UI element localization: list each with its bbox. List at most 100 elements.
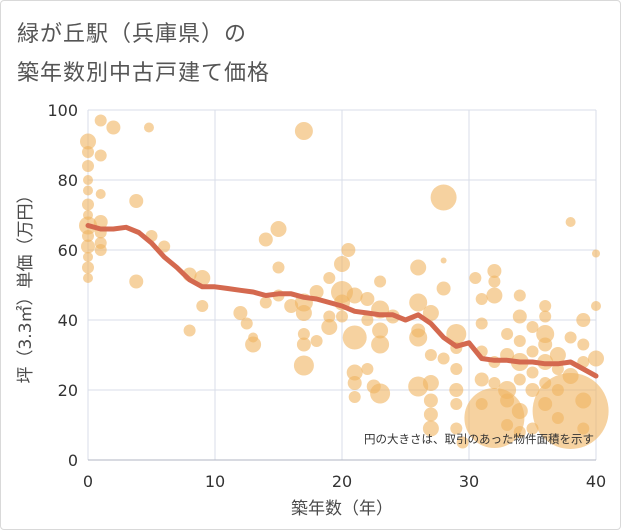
transaction-bubble [143, 122, 154, 133]
transaction-bubble [323, 310, 336, 323]
transaction-bubble [129, 274, 144, 289]
transaction-bubble [372, 322, 389, 339]
transaction-bubble [456, 436, 469, 449]
transaction-bubble [233, 306, 248, 320]
transaction-bubble [82, 160, 94, 172]
transaction-bubble [347, 376, 362, 390]
transaction-bubble [501, 328, 514, 340]
transaction-bubble [450, 363, 463, 375]
transaction-bubble [294, 122, 313, 140]
average-line-path [85, 223, 599, 379]
transaction-bubble [475, 317, 488, 330]
transaction-bubble [423, 393, 438, 408]
transaction-bubble [270, 221, 287, 237]
transaction-bubble [501, 419, 514, 431]
transaction-bubble [248, 332, 259, 343]
transaction-bubble [259, 296, 272, 309]
transaction-bubble [430, 184, 457, 211]
transaction-bubble [80, 133, 96, 150]
x-tick-label: 10 [205, 472, 225, 491]
transaction-bubble [423, 407, 438, 422]
transaction-bubble [526, 345, 539, 358]
transaction-bubble [323, 272, 336, 284]
transaction-bubble [592, 249, 600, 258]
transaction-bubble [449, 383, 464, 397]
transaction-bubble [576, 313, 591, 327]
average-price-line [85, 223, 599, 379]
transaction-bubble [513, 335, 526, 347]
transaction-bubble [158, 240, 171, 253]
transaction-bubble [469, 272, 482, 284]
transaction-bubble [436, 281, 451, 296]
y-tick-label: 100 [47, 101, 78, 120]
transaction-bubble [83, 185, 93, 196]
transaction-bubble [334, 256, 350, 272]
x-tick-label: 20 [332, 472, 352, 491]
transaction-bubble [106, 120, 121, 135]
x-tick-label: 40 [586, 472, 606, 491]
transaction-bubble [511, 403, 528, 419]
y-tick-label: 60 [58, 241, 78, 260]
transaction-bubble [437, 352, 450, 365]
transaction-bubble [82, 146, 94, 158]
transaction-bubble [422, 420, 439, 437]
transaction-bubble [310, 335, 323, 347]
transaction-bubble [284, 299, 299, 313]
transaction-bubble [258, 232, 273, 247]
transaction-bubble [475, 293, 488, 305]
transaction-bubble [440, 257, 447, 264]
transaction-bubble [183, 324, 196, 337]
transaction-bubble [577, 338, 590, 351]
transaction-bubble [94, 114, 107, 127]
transaction-bubble [409, 328, 428, 347]
transaction-bubble [513, 289, 526, 302]
transaction-bubble [321, 319, 338, 335]
y-tick-label: 40 [58, 311, 78, 330]
transaction-bubble [536, 325, 555, 343]
transaction-bubble [539, 300, 552, 312]
chart-title-line2: 築年数別中古戸建て価格 [17, 61, 271, 86]
transaction-bubble [424, 349, 437, 361]
y-tick-label: 80 [58, 171, 78, 190]
transaction-bubble [297, 328, 310, 340]
transaction-bubble [498, 381, 517, 399]
transaction-bubble [526, 321, 539, 333]
transaction-bubble [82, 261, 94, 274]
transaction-bubble [370, 383, 391, 404]
transaction-bubble [410, 259, 427, 276]
transaction-bubble [422, 375, 439, 391]
transaction-bubble [512, 309, 527, 324]
transaction-bubble [565, 217, 576, 227]
transaction-bubble [474, 372, 489, 387]
transaction-bubble [487, 264, 502, 278]
transaction-bubble [348, 391, 361, 403]
transaction-bubble [95, 189, 106, 199]
transaction-bubble [525, 383, 540, 397]
transaction-bubble [94, 244, 107, 256]
transaction-bubble [486, 287, 503, 304]
transaction-bubble [82, 230, 94, 242]
transaction-bubble [371, 335, 390, 354]
transaction-bubble [240, 317, 253, 330]
transaction-bubble [562, 368, 579, 384]
transaction-bubble [346, 287, 363, 304]
x-tick-label: 0 [83, 472, 93, 491]
transaction-bubble [342, 325, 367, 350]
transaction-bubble [422, 305, 439, 321]
transaction-bubble [341, 243, 356, 257]
chart-title-line1: 緑が丘駅（兵庫県）の [17, 22, 248, 47]
transaction-bubble [488, 275, 501, 288]
transaction-bubble [309, 285, 324, 299]
transaction-bubble [450, 422, 463, 435]
transaction-bubble [295, 305, 312, 321]
transaction-bubble [532, 373, 609, 449]
transaction-bubble [83, 175, 93, 185]
y-tick-label: 20 [58, 381, 78, 400]
transaction-bubble [488, 377, 501, 389]
transaction-bubble [588, 350, 604, 367]
transaction-bubble [360, 292, 375, 306]
transaction-bubble [336, 310, 348, 323]
transaction-bubble [513, 426, 526, 438]
transaction-bubble [539, 310, 552, 323]
transaction-bubble [513, 373, 526, 386]
